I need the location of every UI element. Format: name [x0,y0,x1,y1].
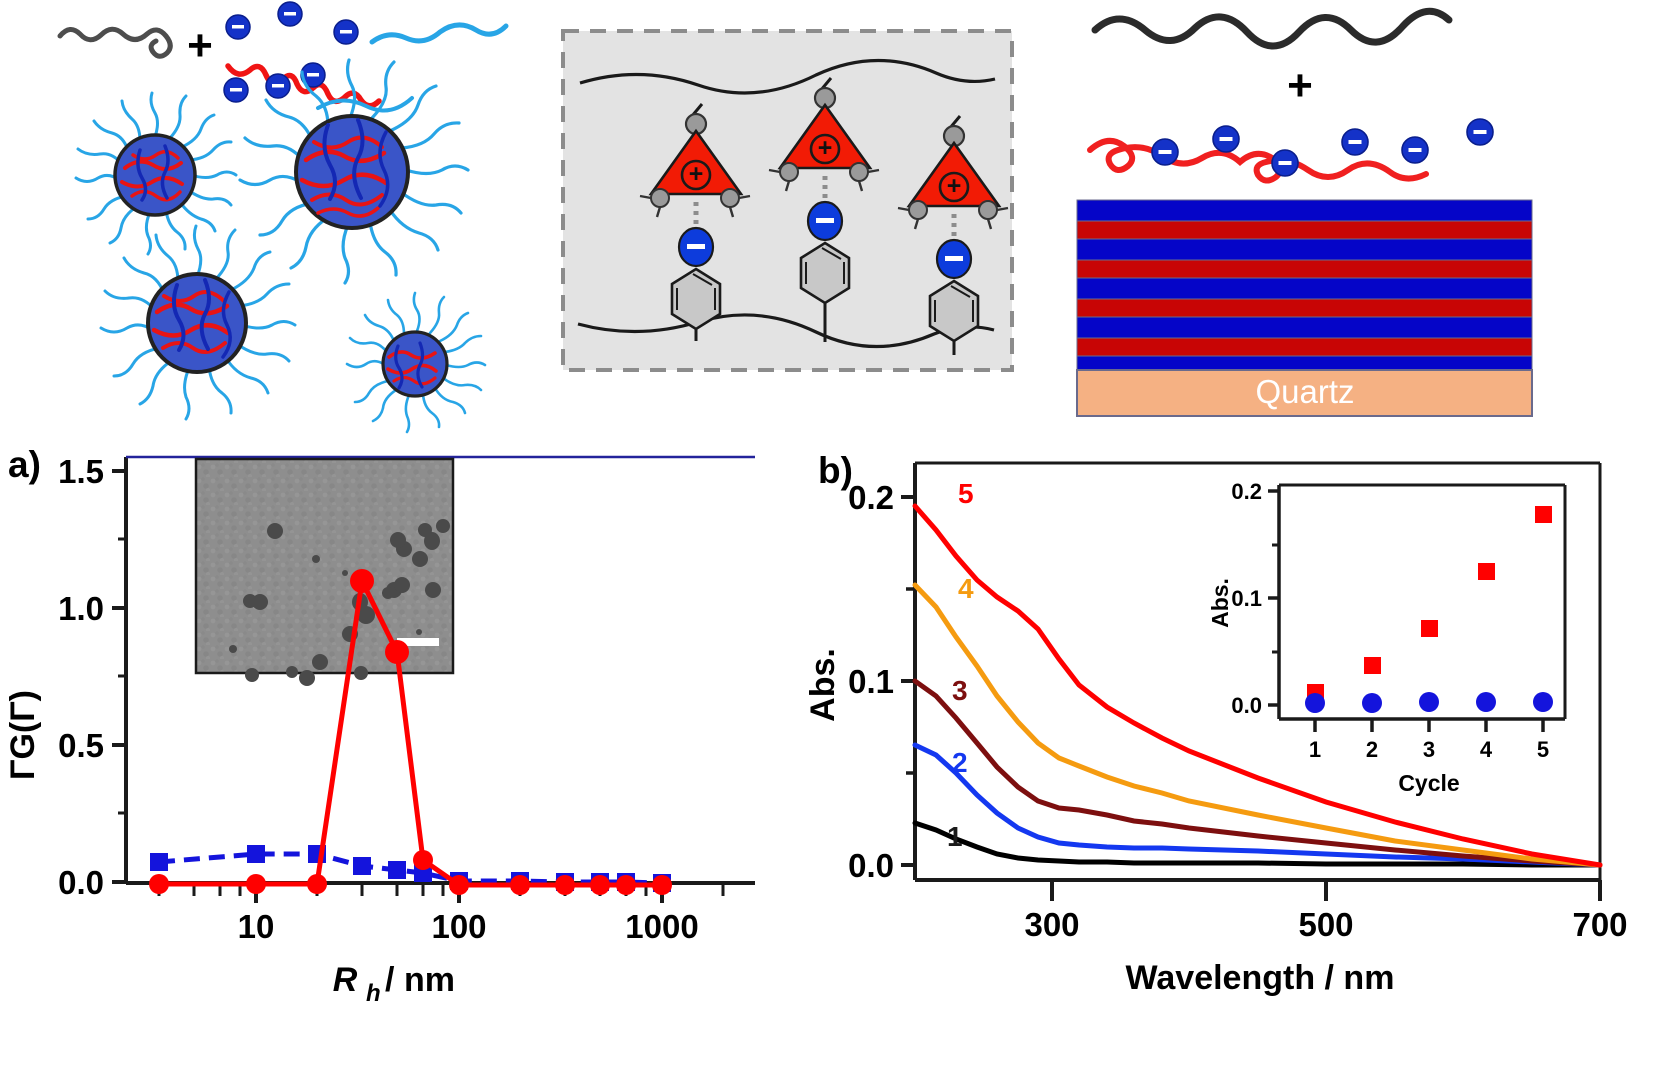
schematic-right-lbl: + Quartz [1055,0,1555,420]
uvvis-label-4: 4 [958,573,974,604]
uvvis-curve-3 [912,678,1603,868]
cation-triangle [777,102,873,170]
benzene-ring [928,279,980,343]
panel-b-xtick-700: 700 [1572,906,1627,943]
panel-a: a) 1.5 1.0 0.5 0.0 ΓG(Γ) [0,435,800,1067]
panel-b-ytick-0_2: 0.2 [848,479,894,516]
cation-triangle [648,128,744,196]
panel-b-xlabel: Wavelength / nm [1126,959,1395,997]
uvvis-label-1: 1 [947,821,963,852]
upper-backbone [579,58,996,95]
panel-b-letter: b) [818,450,853,491]
cation-plus-glyph-2: + [818,134,833,162]
ionic-pair-unit-3: + [897,115,1009,355]
inset-xtick-1: 1 [1309,737,1321,762]
grey-polymer-chain [57,26,173,59]
micelle-upper-left [74,91,238,256]
panel-a-y-ticks [112,469,126,884]
tem-nanoparticles [229,519,450,686]
panel-b-inset: 0.2 0.1 0.0 Abs. 1 2 3 4 5 Cycle [1207,473,1590,796]
anion-markers-left [223,1,359,103]
tem-inset [194,457,455,686]
panel-b-xtick-300: 300 [1024,906,1079,943]
micelle-lower-right [345,291,487,434]
panel-a-ytick-0_5: 0.5 [58,727,104,764]
inset-xtick-4: 4 [1480,737,1493,762]
cyan-polymer-chain [316,22,509,113]
plus-sign-right: + [1287,61,1313,110]
inset-xtick-5: 5 [1537,737,1549,762]
inset-xlabel: Cycle [1398,770,1459,796]
cation-triangle [906,140,1002,208]
inset-ytick-0_1: 0.1 [1231,586,1262,611]
inset-xtick-2: 2 [1366,737,1378,762]
panel-a-xtick-100: 100 [431,908,486,945]
anion-markers-right [1151,118,1494,177]
inset-y-minor-ticks [1272,543,1279,654]
inset-ytick-0_2: 0.2 [1231,479,1262,504]
panel-b-xtick-500: 500 [1298,906,1353,943]
panel-a-y-minor-ticks [118,537,126,815]
panel-a-letter: a) [8,444,41,485]
tem-scale-bar [397,638,439,646]
uvvis-curve-2 [912,742,1603,868]
panel-b-ytick-0_0: 0.0 [848,847,894,884]
uvvis-curve-4 [912,582,1603,868]
inset-y-ticks [1268,489,1279,707]
plus-sign-left: + [187,21,213,70]
svg-text:R: R [333,961,358,999]
micelle-upper-right [238,58,470,285]
lbl-multilayer-stack [1076,199,1533,371]
schematic-middle-ionic-crosslink: + + [560,28,1015,373]
benzene-ring [799,241,851,305]
panel-a-ylabel: ΓG(Γ) [4,690,42,780]
cation-plus-glyph-1: + [689,160,704,188]
inset-series-blue-circles [1305,692,1553,713]
inset-x-ticks [1313,719,1545,732]
panel-b: b) 0.2 0.1 0.0 Abs. 300 500 700 Waveleng… [800,435,1654,1067]
panel-a-ytick-1_5: 1.5 [58,453,104,490]
panel-b-x-ticks [1050,880,1602,901]
series-red-circles [149,569,672,895]
ionic-pair-unit-2: + [768,77,880,342]
panel-a-ytick-1_0: 1.0 [58,590,104,627]
uvvis-curve-5 [912,503,1603,868]
uvvis-label-2: 2 [952,747,968,778]
panel-b-ytick-0_1: 0.1 [848,663,894,700]
lower-backbone [577,313,995,349]
quartz-substrate [1076,369,1533,417]
panel-a-xtick-10: 10 [238,908,275,945]
schematic-left-micelles: + [0,0,545,434]
red-polyanion-chain-right [1087,137,1429,184]
inset-ylabel: Abs. [1207,578,1233,628]
micelle-lower-mid [99,224,297,421]
uvvis-curves [912,503,1603,868]
panel-b-y-minor-ticks [906,587,915,775]
uvvis-label-5: 5 [958,478,974,509]
panel-b-axes [913,461,1602,882]
panel-b-ylabel: Abs. [804,648,842,722]
panel-a-xlabel: R h / nm [333,961,455,1007]
benzene-ring [670,267,722,331]
ionic-pair-unit-1: + [639,103,751,341]
inset-xtick-3: 3 [1423,737,1435,762]
panel-a-ytick-0_0: 0.0 [58,864,104,901]
panel-a-xtick-1000: 1000 [625,908,698,945]
uvvis-curve-1 [912,820,1603,868]
inset-ytick-0_0: 0.0 [1231,693,1262,718]
svg-text:/ nm: / nm [385,961,455,999]
quartz-label: Quartz [1255,373,1354,410]
svg-text:h: h [366,980,381,1007]
black-polymer-chain [1091,7,1453,50]
uvvis-label-3: 3 [952,675,968,706]
cation-plus-glyph-3: + [947,172,962,200]
